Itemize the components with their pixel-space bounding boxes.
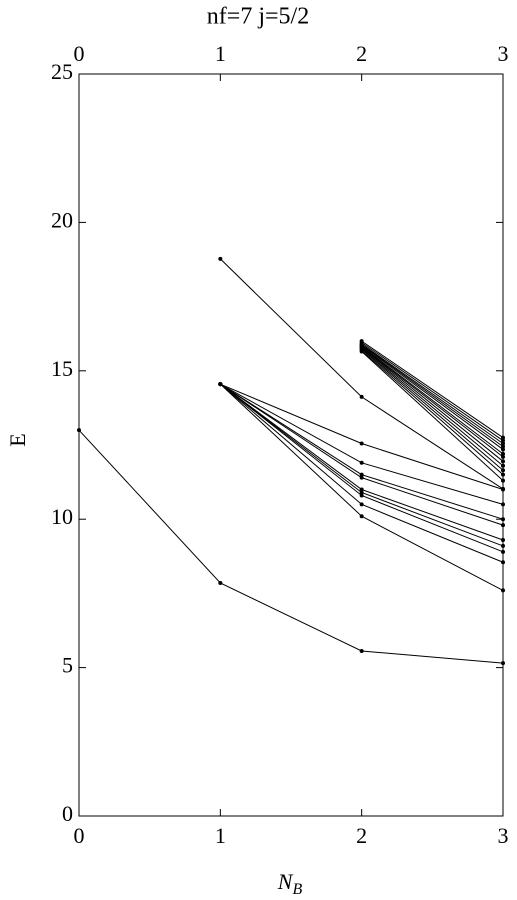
x-axis-label: NB bbox=[277, 869, 303, 898]
data-point bbox=[359, 487, 364, 492]
series-line bbox=[361, 347, 504, 462]
data-point bbox=[501, 523, 505, 528]
data-point bbox=[501, 472, 505, 477]
data-point bbox=[359, 475, 364, 480]
data-point bbox=[501, 438, 505, 443]
series-line bbox=[361, 345, 504, 450]
series-line bbox=[361, 346, 504, 458]
data-point bbox=[501, 444, 505, 449]
data-point bbox=[218, 382, 223, 387]
data-point bbox=[501, 560, 505, 565]
data-point bbox=[501, 588, 505, 593]
y-tick-label: 10 bbox=[51, 504, 73, 529]
data-point bbox=[501, 454, 505, 459]
series-line bbox=[361, 351, 504, 481]
data-point bbox=[501, 517, 505, 522]
series-line bbox=[361, 340, 504, 438]
y-tick-label: 15 bbox=[51, 356, 73, 381]
data-point bbox=[501, 537, 505, 542]
x-tick-label: 1 bbox=[215, 823, 226, 848]
x-top-tick-label: 1 bbox=[215, 41, 226, 66]
data-point bbox=[359, 349, 364, 354]
data-point bbox=[501, 502, 505, 507]
data-point bbox=[501, 459, 505, 464]
series-line bbox=[361, 349, 504, 471]
series-line bbox=[78, 429, 504, 664]
data-point bbox=[359, 441, 364, 446]
data-point bbox=[501, 447, 505, 452]
data-point bbox=[501, 487, 505, 492]
data-point bbox=[501, 435, 505, 440]
data-point bbox=[501, 463, 505, 468]
data-point bbox=[77, 428, 81, 433]
data-point bbox=[501, 543, 505, 548]
y-tick-label: 5 bbox=[62, 653, 73, 678]
series-line bbox=[361, 348, 504, 467]
x-tick-label: 2 bbox=[356, 823, 367, 848]
series-line bbox=[361, 343, 504, 444]
series-line bbox=[361, 346, 504, 455]
data-point bbox=[218, 581, 223, 586]
series-line bbox=[361, 342, 504, 441]
x-axis-label-sub: B bbox=[292, 881, 302, 898]
data-point bbox=[359, 472, 364, 477]
x-top-tick-label: 2 bbox=[356, 41, 367, 66]
data-point bbox=[359, 490, 364, 495]
data-point bbox=[359, 514, 364, 519]
y-tick-label: 25 bbox=[51, 59, 73, 84]
y-tick-label: 20 bbox=[51, 207, 73, 232]
plot-frame bbox=[78, 73, 504, 817]
x-tick-label: 0 bbox=[74, 823, 85, 848]
data-point bbox=[501, 451, 505, 456]
data-point bbox=[501, 441, 505, 446]
data-point bbox=[501, 661, 505, 666]
data-point bbox=[501, 549, 505, 554]
chart-title: nf=7 j=5/2 bbox=[207, 4, 309, 30]
y-tick-label: 0 bbox=[62, 801, 73, 826]
data-point bbox=[359, 460, 364, 465]
data-point bbox=[359, 648, 364, 653]
x-top-tick-label: 0 bbox=[74, 41, 85, 66]
series-line bbox=[219, 258, 504, 490]
series-line bbox=[361, 350, 504, 476]
data-point bbox=[218, 256, 223, 261]
x-axis-label-main: N bbox=[277, 869, 294, 894]
data-point bbox=[501, 468, 505, 473]
series-line bbox=[361, 344, 504, 447]
data-point bbox=[501, 478, 505, 483]
data-point bbox=[359, 394, 364, 399]
y-axis-label: E bbox=[5, 433, 30, 446]
x-tick-label: 3 bbox=[498, 823, 509, 848]
series-line bbox=[219, 383, 504, 591]
data-point bbox=[359, 493, 364, 498]
data-point bbox=[359, 502, 364, 507]
series-line bbox=[220, 383, 504, 553]
series-line bbox=[220, 383, 504, 520]
x-top-tick-label: 3 bbox=[498, 41, 509, 66]
